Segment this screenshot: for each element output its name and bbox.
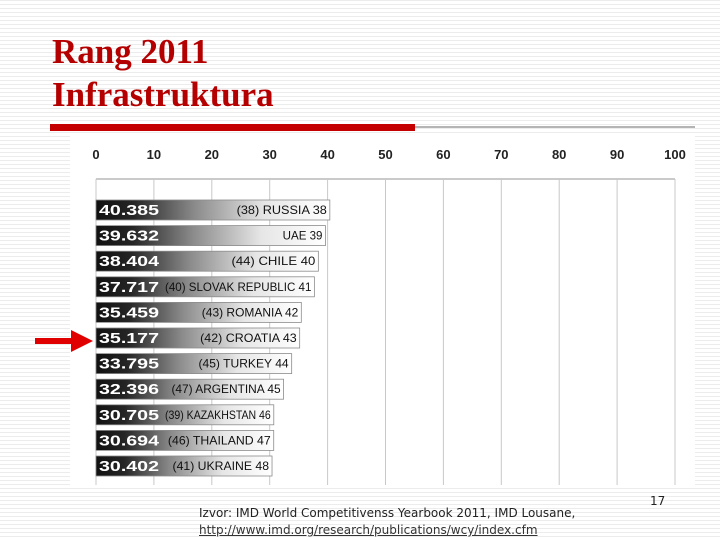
bar-category-label: (45) TURKEY 44	[198, 357, 289, 371]
bar-value-label: 30.402	[99, 458, 159, 475]
bar-category-label: (39) KAZAKHSTAN 46	[165, 408, 271, 422]
bar-row: 38.404 (44) CHILE 40	[95, 250, 319, 272]
bar-row: 30.694 (46) THAILAND 47	[95, 429, 275, 451]
bar-row: 30.705 (39) KAZAKHSTAN 46	[95, 404, 275, 426]
source-text: Izvor: IMD World Competitivenss Yearbook…	[199, 506, 576, 520]
bar-category-label: (41) UKRAINE 48	[173, 459, 270, 473]
bar	[95, 455, 273, 477]
x-tick-label: 40	[320, 147, 334, 162]
bar	[95, 404, 275, 426]
bar	[95, 327, 301, 349]
bar-category-label: UAE 39	[283, 229, 323, 243]
bar	[95, 429, 275, 451]
title-line-1: Rang 2011	[52, 32, 209, 71]
page-number: 17	[650, 494, 666, 508]
bar-value-label: 30.705	[99, 407, 159, 424]
bar	[95, 276, 315, 298]
x-tick-label: 100	[664, 147, 686, 162]
x-tick-label: 70	[494, 147, 508, 162]
title-underline-red	[50, 124, 415, 131]
bar	[95, 301, 302, 323]
bar-category-label: (40) SLOVAK REPUBLIC 41	[165, 280, 312, 294]
bar-category-label: (44) CHILE 40	[231, 254, 315, 268]
bar-value-label: 38.404	[99, 253, 160, 270]
bar	[95, 250, 319, 272]
right-arrow-icon	[35, 330, 93, 352]
bar-category-label: (47) ARGENTINA 45	[171, 382, 280, 396]
bar	[95, 353, 293, 375]
x-tick-label: 60	[436, 147, 450, 162]
bar-layer: 40.385 (38) RUSSIA 38 39.632 UAE 39 38.404 (4…	[95, 199, 331, 477]
tick-layer: 0 10 20 30 40 50 60 70 80 90 100	[92, 147, 685, 162]
bar-row: 35.177 (42) CROATIA 43	[95, 327, 301, 349]
bar-row: 40.385 (38) RUSSIA 38	[95, 199, 331, 221]
bar-row: 37.717 (40) SLOVAK REPUBLIC 41	[95, 276, 315, 298]
bar-row: 35.459 (43) ROMANIA 42	[95, 301, 302, 323]
bar-value-label: 37.717	[99, 279, 159, 296]
x-tick-label: 10	[147, 147, 161, 162]
bar-category-label: (42) CROATIA 43	[200, 331, 297, 345]
title-line-2: Infrastruktura	[52, 75, 274, 114]
bar-category-label: (38) RUSSIA 38	[237, 203, 328, 217]
bar	[95, 199, 331, 221]
bar-row: 30.402 (41) UKRAINE 48	[95, 455, 273, 477]
x-tick-label: 20	[205, 147, 219, 162]
title-underline-gray	[415, 126, 695, 128]
x-tick-label: 80	[552, 147, 566, 162]
x-tick-label: 0	[92, 147, 99, 162]
bar-value-label: 40.385	[99, 202, 159, 219]
bar	[95, 378, 284, 400]
bar-category-label: (43) ROMANIA 42	[202, 305, 299, 319]
slide-title: Rang 2011 Infrastruktura	[52, 30, 274, 116]
ranking-bar-chart: 0 10 20 30 40 50 60 70 80 90 100 40.385 (38) RUSSIA…	[92, 147, 686, 486]
source-note: Izvor: IMD World Competitivenss Yearbook…	[199, 505, 575, 539]
bar-value-label: 32.396	[99, 381, 159, 398]
bar-value-label: 35.459	[99, 304, 159, 321]
bar-row: 39.632 UAE 39	[95, 225, 326, 246]
bar-value-label: 35.177	[99, 330, 159, 347]
x-tick-label: 30	[262, 147, 276, 162]
bar	[95, 225, 326, 246]
bar-value-label: 39.632	[99, 228, 159, 245]
x-tick-label: 50	[378, 147, 392, 162]
x-tick-label: 90	[610, 147, 624, 162]
bar-value-label: 33.795	[99, 356, 159, 373]
bar-row: 33.795 (45) TURKEY 44	[95, 353, 293, 375]
bar-category-label: (46) THAILAND 47	[168, 433, 271, 447]
source-link[interactable]: http://www.imd.org/research/publications…	[199, 523, 538, 537]
chart-panel: 0 10 20 30 40 50 60 70 80 90 100 40.385 (38) RUSSIA…	[70, 133, 695, 486]
bar-value-label: 30.694	[99, 432, 160, 449]
bar-row: 32.396 (47) ARGENTINA 45	[95, 378, 284, 400]
